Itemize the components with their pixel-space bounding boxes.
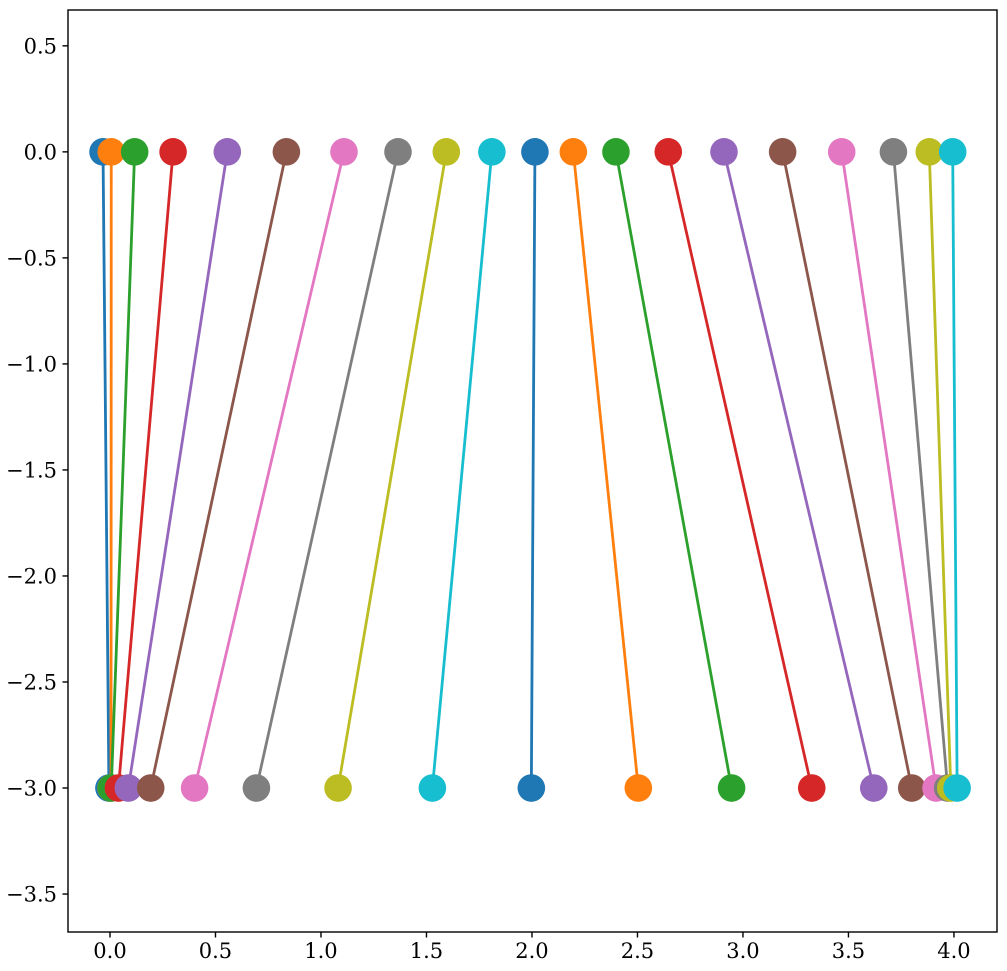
y-tick-label-7: −3.0 xyxy=(6,777,57,801)
series-line-13 xyxy=(666,151,814,789)
series-4-marker-bottom xyxy=(114,774,143,802)
series-13-marker-bottom xyxy=(797,774,826,802)
y-tick-label-5: −2.0 xyxy=(6,564,57,588)
series-14-marker-top xyxy=(710,138,738,166)
y-tick-label-8: −3.5 xyxy=(6,883,57,907)
series-4-marker-top xyxy=(213,138,242,166)
series-18-marker-top xyxy=(915,138,944,166)
series-line-19 xyxy=(951,151,959,789)
series-15-marker-bottom xyxy=(897,774,926,802)
x-tick-label-1: 0.5 xyxy=(199,939,232,963)
series-10-marker-top xyxy=(521,138,549,166)
x-tick-label-0: 0.0 xyxy=(93,939,126,963)
y-tick-label-6: −2.5 xyxy=(6,670,57,694)
series-line-8 xyxy=(336,151,448,789)
x-tick-label-6: 3.0 xyxy=(726,939,759,963)
y-tick-label-1: 0.0 xyxy=(24,140,57,164)
series-7-marker-top xyxy=(384,138,412,166)
series-3-marker-top xyxy=(159,138,187,166)
series-8-marker-bottom xyxy=(324,774,352,802)
series-11-marker-bottom xyxy=(624,774,653,802)
series-5-marker-top xyxy=(272,138,301,166)
series-5-marker-bottom xyxy=(136,774,165,802)
series-line-9 xyxy=(430,151,494,789)
series-line-15 xyxy=(781,151,914,789)
series-6-marker-bottom xyxy=(180,774,209,802)
series-14-marker-bottom xyxy=(859,774,888,802)
y-tick-label-3: −1.0 xyxy=(6,352,57,376)
series-1-marker-top xyxy=(97,138,126,166)
series-line-6 xyxy=(193,151,346,789)
series-15-marker-top xyxy=(768,138,797,166)
series-10-marker-bottom xyxy=(517,774,546,802)
x-tick-label-4: 2.0 xyxy=(515,939,548,963)
series-2-marker-top xyxy=(120,138,149,166)
y-tick-label-2: −0.5 xyxy=(6,246,57,270)
x-tick-label-2: 1.0 xyxy=(304,939,337,963)
series-line-4 xyxy=(126,151,229,789)
series-9-marker-top xyxy=(478,138,506,166)
series-line-10 xyxy=(529,151,537,789)
y-tick-label-4: −1.5 xyxy=(6,458,57,482)
series-11-marker-top xyxy=(559,138,588,166)
series-line-17 xyxy=(892,151,950,789)
series-line-0 xyxy=(101,151,111,789)
series-line-14 xyxy=(722,151,876,789)
series-line-3 xyxy=(117,151,175,789)
x-tick-label-5: 2.5 xyxy=(621,939,654,963)
series-9-marker-bottom xyxy=(418,774,447,802)
series-12-marker-top xyxy=(602,138,630,166)
series-line-12 xyxy=(614,151,733,789)
series-8-marker-top xyxy=(432,138,461,166)
series-12-marker-bottom xyxy=(717,774,746,802)
series-line-11 xyxy=(571,151,640,789)
x-tick-label-8: 4.0 xyxy=(937,939,970,963)
x-tick-label-7: 3.5 xyxy=(832,939,865,963)
x-tick-label-3: 1.5 xyxy=(410,939,443,963)
series-line-5 xyxy=(149,151,288,789)
series-line-2 xyxy=(109,151,137,789)
series-19-marker-bottom xyxy=(943,774,971,802)
series-16-marker-top xyxy=(827,138,856,166)
series-7-marker-bottom xyxy=(242,774,271,802)
series-line-7 xyxy=(255,151,400,789)
series-19-marker-top xyxy=(938,138,967,166)
series-17-marker-top xyxy=(879,138,908,166)
series-6-marker-top xyxy=(330,138,358,166)
series-13-marker-top xyxy=(654,138,683,166)
y-tick-label-0: 0.5 xyxy=(24,34,57,58)
series-line-18 xyxy=(927,151,953,789)
series-line-16 xyxy=(840,151,938,789)
